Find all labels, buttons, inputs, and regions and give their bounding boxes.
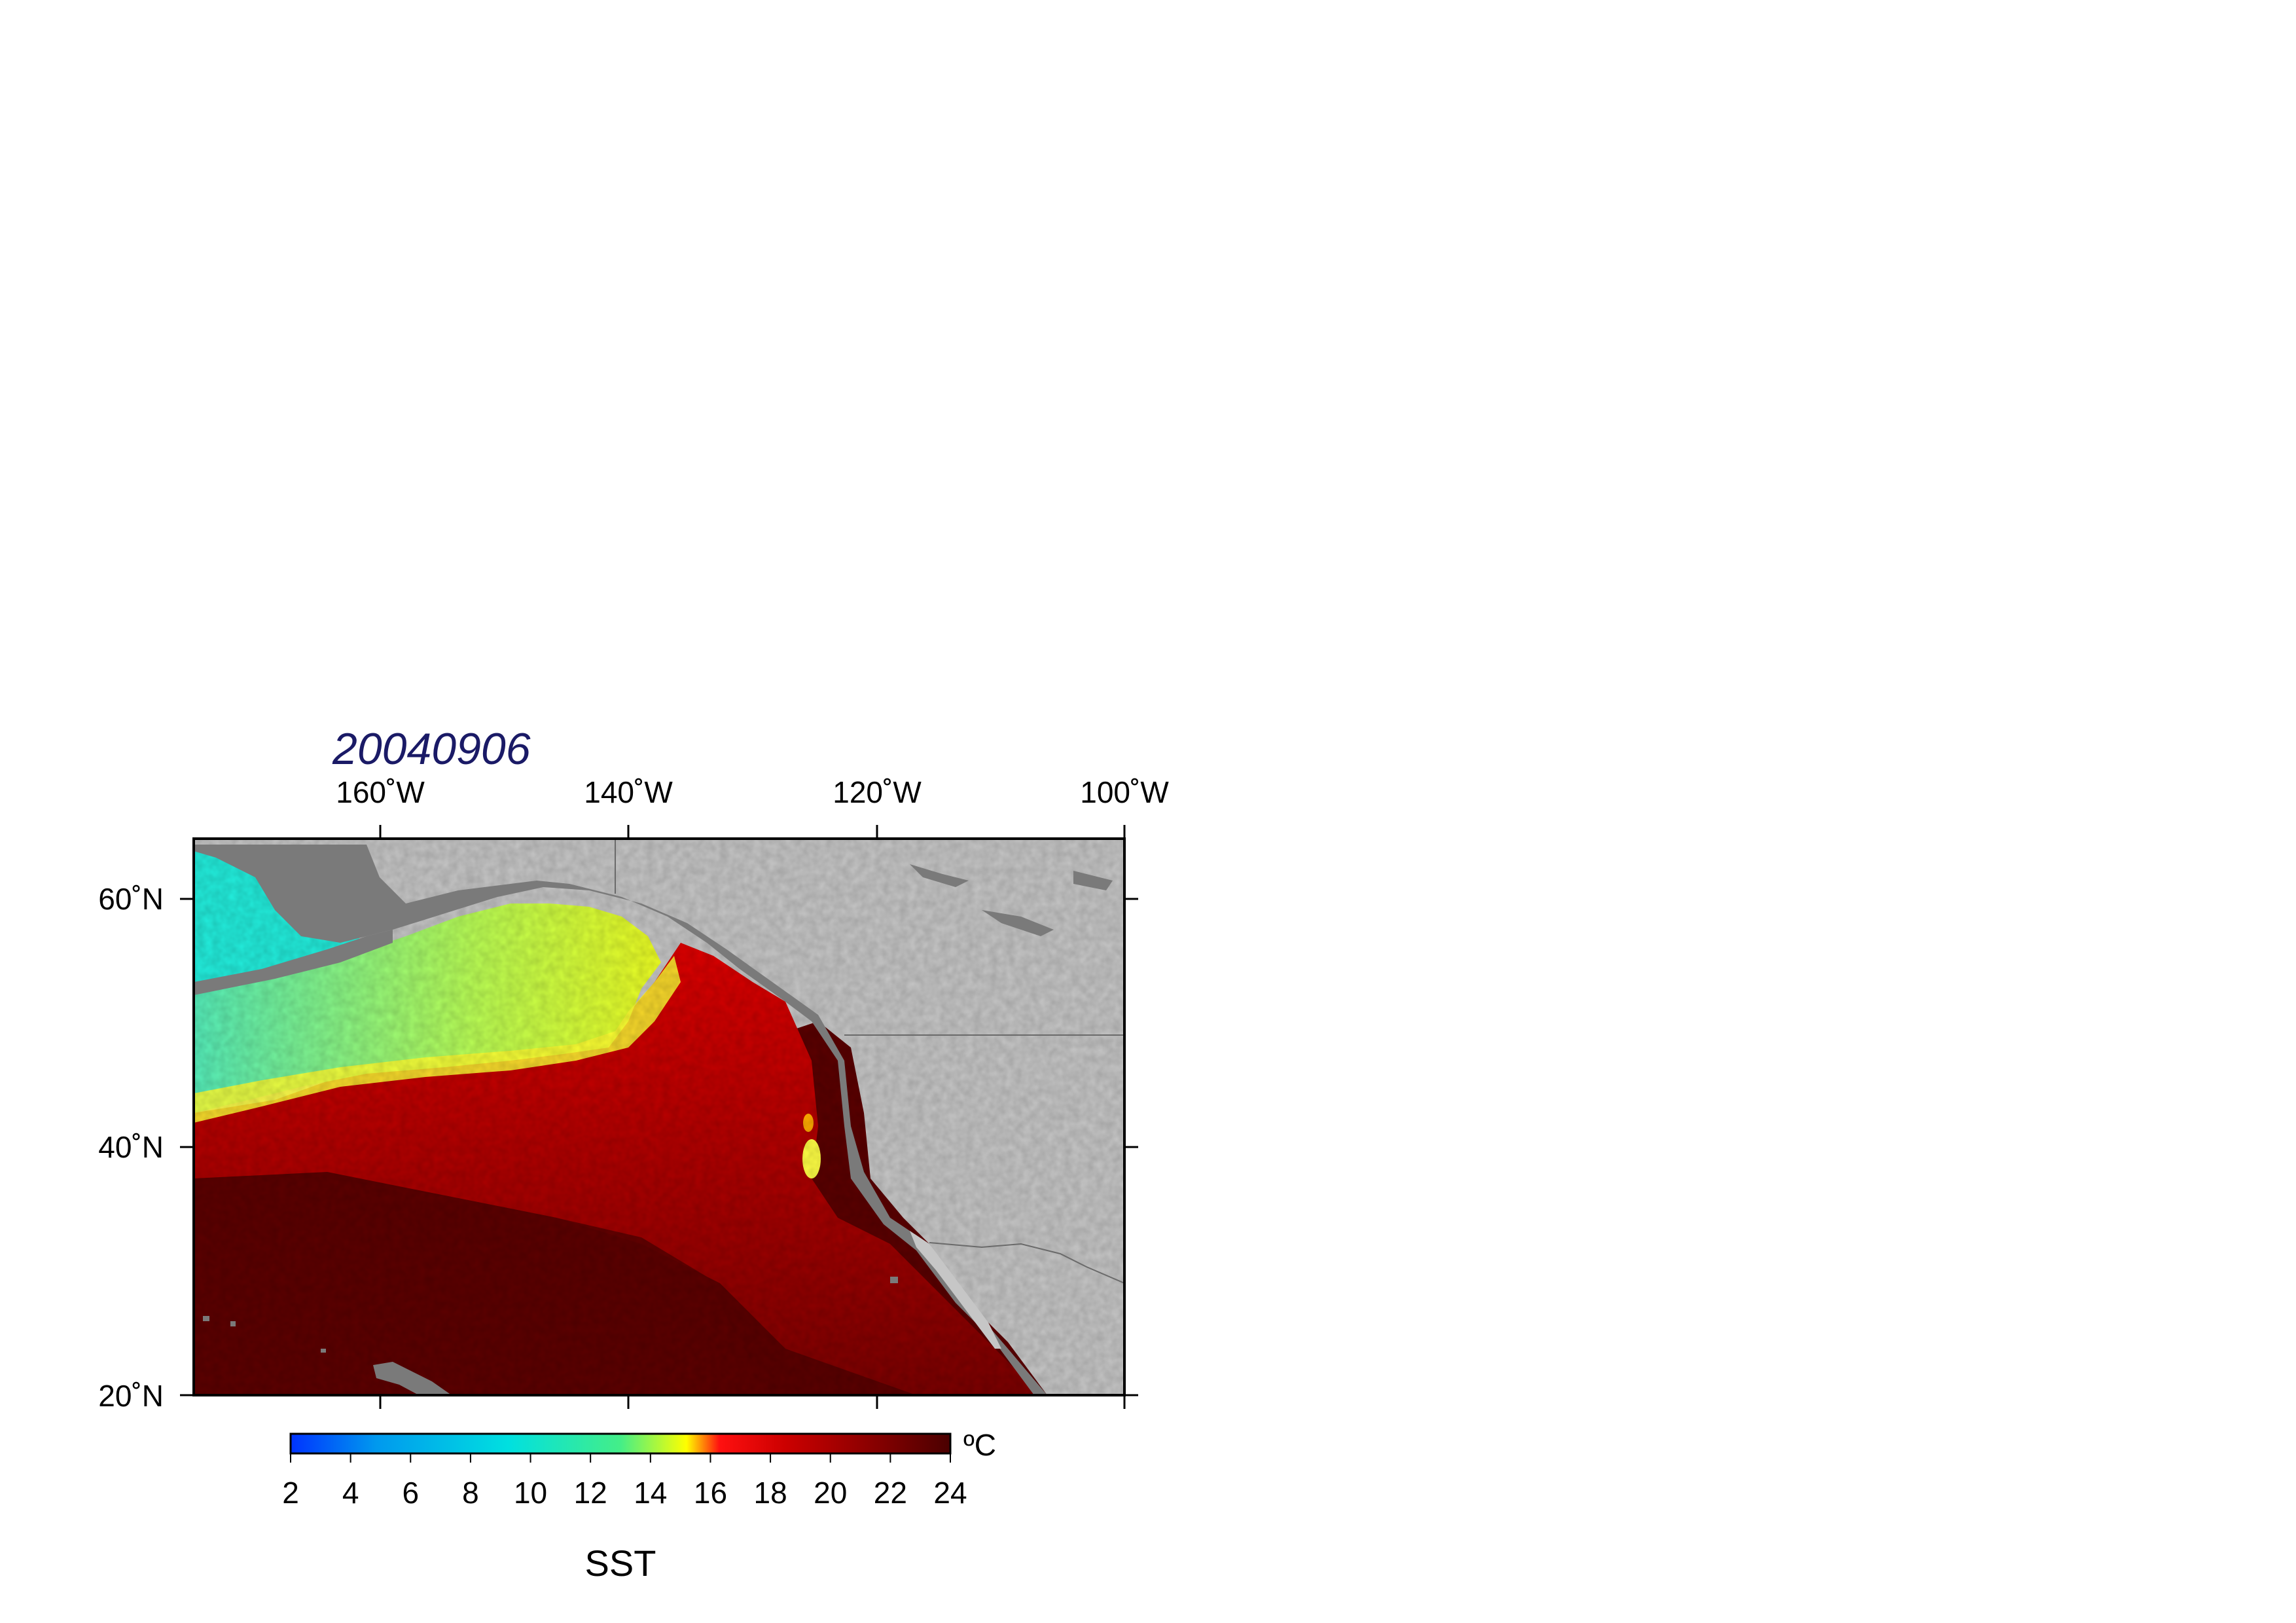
colorbar-tick-label: 8 [462,1476,479,1510]
colorbar-tick-label: 14 [634,1476,668,1510]
hawaii-shelf [373,1362,452,1395]
colorbar-tick-label: 4 [342,1476,359,1510]
lon-label-140w: 140˚W [584,775,673,809]
baja-peninsula [910,1231,1001,1349]
continental-shelf [194,845,1047,1395]
lake [1073,871,1113,890]
colorbar-tick-label: 6 [402,1476,420,1510]
colorbar-tick-label: 10 [513,1476,548,1510]
lon-label-160w: 160˚W [336,775,425,809]
colorbar-tick-label: 12 [573,1476,607,1510]
island [203,1316,209,1321]
lon-label-100w: 100˚W [1080,775,1169,809]
lat-label-20n: 20˚N [98,1379,164,1413]
alaska-shelf [194,930,393,995]
lake [982,910,1054,936]
colorbar [289,1432,952,1455]
axis-ticks [180,825,1138,1409]
colorbar-tick-label: 20 [814,1476,848,1510]
colorbar-tick-label: 22 [873,1476,907,1510]
colorbar-tick-label: 18 [753,1476,787,1510]
colorbar-title: SST [584,1542,656,1584]
colorbar-tick-label: 2 [282,1476,299,1510]
map-panel [194,839,1124,1395]
lake [910,864,969,887]
map-title: 20040906 [332,724,531,774]
lat-label-40n: 40˚N [98,1130,164,1164]
island [230,1321,236,1326]
island [890,1277,898,1283]
us-mexico-border [929,1242,1124,1284]
colorbar-tick-label: 24 [933,1476,967,1510]
colorbar-unit: ºC [963,1428,997,1462]
colorbar-tick-label: 16 [693,1476,728,1510]
map-frame [192,837,1126,1396]
lat-label-60n: 60˚N [98,882,164,916]
lon-label-120w: 120˚W [833,775,922,809]
colorbar-ticks [290,1453,951,1463]
island [321,1349,326,1353]
